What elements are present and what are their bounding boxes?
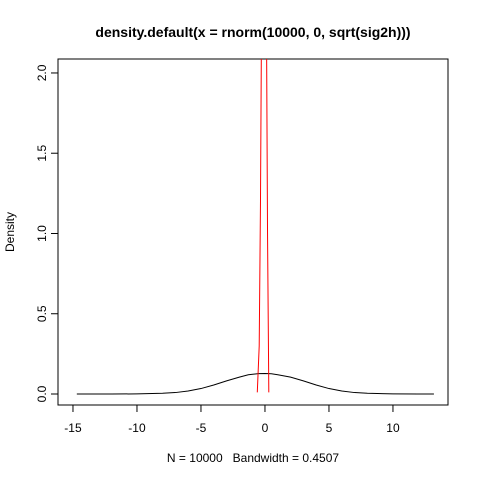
- x-tick-label: 10: [386, 421, 400, 435]
- x-tick-label: 5: [326, 421, 333, 435]
- y-tick-label: 1.5: [35, 145, 49, 162]
- chart-title: density.default(x = rnorm(10000, 0, sqrt…: [95, 24, 410, 40]
- y-tick-label: 0.5: [35, 305, 49, 322]
- y-tick-label: 2.0: [35, 64, 49, 81]
- x-axis-label: N = 10000 Bandwidth = 0.4507: [167, 451, 339, 465]
- y-tick-label: 1.0: [35, 225, 49, 242]
- x-tick-label: -15: [64, 421, 82, 435]
- plot-area: [76, 59, 434, 395]
- y-axis-label: Density: [3, 212, 17, 252]
- x-tick-label: -5: [196, 421, 207, 435]
- x-tick-label: -10: [128, 421, 146, 435]
- x-tick-label: 0: [262, 421, 269, 435]
- y-tick-label: 0.0: [35, 385, 49, 402]
- density-line: [256, 59, 270, 393]
- density-line: [76, 372, 434, 395]
- plot-box: [57, 58, 449, 406]
